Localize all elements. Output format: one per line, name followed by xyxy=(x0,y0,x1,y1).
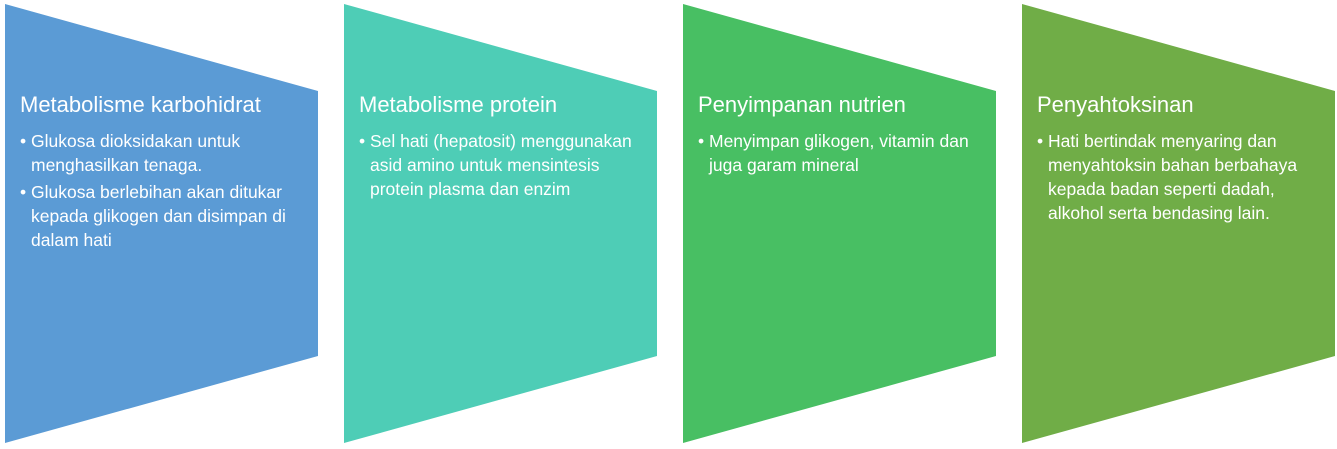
bullet-dot: • xyxy=(359,131,366,151)
chevron-shape xyxy=(344,4,657,443)
panel-shape xyxy=(5,4,318,443)
panel-title: Penyahtoksinan xyxy=(1037,92,1194,117)
chevron-shape xyxy=(5,4,318,443)
bullet-item: • Glukosa berlebihan akan ditukar kepada … xyxy=(20,180,305,252)
bullet-text: Glukosa berlebihan akan ditukar kepada g… xyxy=(31,182,286,250)
panel-content: Metabolisme karbohidrat • Glukosa dioksid… xyxy=(20,90,305,255)
panel-nutrient-storage: Penyimpanan nutrien • Menyimpan glikogen,… xyxy=(683,0,1023,449)
panel-content: Metabolisme protein • Sel hati (hepatosit… xyxy=(359,90,644,204)
panel-title: Penyimpanan nutrien xyxy=(698,92,906,117)
panel-title: Metabolisme karbohidrat xyxy=(20,92,261,117)
bullet-item: • Sel hati (hepatosit) menggunakan asid a… xyxy=(359,129,644,201)
bullet-text: Sel hati (hepatosit) menggunakan asid am… xyxy=(370,131,632,199)
bullet-text: Glukosa dioksidakan untuk menghasilkan t… xyxy=(31,131,241,175)
bullet-item: • Hati bertindak menyaring dan menyahtoks… xyxy=(1037,129,1312,225)
bullet-dot: • xyxy=(20,182,27,202)
bullet-item: • Glukosa dioksidakan untuk menghasilkan … xyxy=(20,129,305,177)
bullet-dot: • xyxy=(698,131,705,151)
bullet-dot: • xyxy=(1037,131,1044,151)
panel-shape xyxy=(1022,4,1335,443)
panel-title: Metabolisme protein xyxy=(359,92,558,117)
bullet-text: Menyimpan glikogen, vitamin dan juga gar… xyxy=(709,131,969,175)
panel-protein-metabolism: Metabolisme protein • Sel hati (hepatosit… xyxy=(344,0,684,449)
chevron-shape xyxy=(683,4,996,443)
bullet-item: • Menyimpan glikogen, vitamin dan juga ga… xyxy=(698,129,983,177)
panel-carbohydrate-metabolism: Metabolisme karbohidrat • Glukosa dioksid… xyxy=(5,0,345,449)
panel-content: Penyahtoksinan • Hati bertindak menyaring… xyxy=(1037,90,1312,228)
chevron-shape xyxy=(1022,4,1335,443)
bullet-dot: • xyxy=(20,131,27,151)
panel-detoxification: Penyahtoksinan • Hati bertindak menyaring… xyxy=(1022,0,1337,449)
panel-shape xyxy=(683,4,996,443)
panel-shape xyxy=(344,4,657,443)
panel-content: Penyimpanan nutrien • Menyimpan glikogen,… xyxy=(698,90,983,180)
bullet-text: Hati bertindak menyaring dan menyahtoksi… xyxy=(1048,131,1298,223)
